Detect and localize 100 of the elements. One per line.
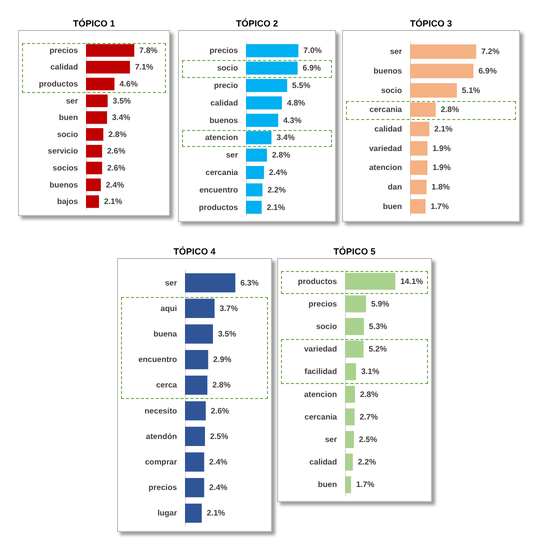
data-label: 2.8% — [272, 150, 290, 160]
data-label: 2.1% — [434, 124, 453, 134]
y-tick-label: cerca — [156, 380, 178, 390]
bar — [185, 273, 236, 292]
bar — [246, 44, 298, 58]
data-label: 2.8% — [108, 130, 127, 139]
y-tick-label: cercania — [370, 105, 403, 114]
y-tick-label: lugar — [157, 508, 177, 518]
data-label: 4.8% — [286, 98, 306, 108]
data-label: 1.9% — [432, 144, 451, 153]
y-tick-label: calidad — [210, 98, 238, 108]
y-tick-label: socios — [52, 164, 79, 172]
data-label: 2.7% — [360, 412, 378, 422]
bar — [86, 94, 108, 108]
data-label: 2.8% — [440, 105, 459, 114]
y-tick-label: atendón — [146, 432, 178, 441]
data-label: 3.7% — [220, 304, 238, 313]
y-tick-label: precios — [308, 299, 338, 308]
data-label: 1.9% — [432, 163, 451, 172]
bar — [410, 102, 436, 117]
bar — [345, 272, 396, 290]
bar — [246, 148, 267, 162]
data-label: 7.1% — [134, 62, 154, 72]
bar — [86, 162, 102, 174]
data-label: 5.5% — [292, 81, 310, 90]
y-tick-label: socio — [381, 86, 402, 95]
bar — [185, 426, 205, 446]
data-label: 3.5% — [112, 96, 131, 106]
data-label: 2.9% — [213, 355, 232, 364]
y-tick-label: socio — [316, 322, 338, 331]
bar — [185, 452, 204, 472]
y-tick-label: socio — [217, 64, 238, 73]
bar — [410, 122, 430, 136]
chart-title: TÓPICO 1 — [72, 18, 116, 28]
y-tick-label: atencion — [304, 390, 338, 399]
data-label: 2.2% — [267, 185, 286, 194]
data-label: 2.6% — [210, 406, 230, 416]
bar — [345, 454, 353, 471]
bar — [86, 178, 101, 192]
data-label: 2.4% — [209, 483, 228, 492]
data-label: 4.6% — [119, 80, 138, 88]
y-tick-label: variedad — [369, 144, 402, 153]
bar — [410, 199, 426, 214]
y-tick-label: precios — [50, 46, 79, 55]
data-label: 2.2% — [358, 458, 376, 467]
y-tick-label: atencion — [205, 133, 238, 142]
bar — [246, 96, 282, 110]
y-tick-label: productos — [198, 202, 239, 212]
data-label: 2.8% — [360, 390, 378, 399]
bar — [246, 183, 262, 196]
bar — [345, 340, 364, 358]
data-label: 1.7% — [430, 202, 449, 211]
bar — [185, 504, 202, 523]
y-tick-label: cercania — [304, 412, 338, 422]
y-tick-label: aqui — [160, 304, 177, 313]
y-tick-label: comprar — [144, 458, 177, 466]
data-label: 7.8% — [139, 46, 158, 55]
bar — [246, 200, 262, 214]
y-tick-label: buen — [58, 113, 78, 122]
y-tick-label: ser — [324, 435, 337, 444]
bar — [185, 350, 208, 370]
data-label: 3.1% — [361, 367, 380, 376]
bar — [410, 180, 427, 194]
bar — [86, 195, 99, 208]
chart-title: TÓPICO 5 — [333, 246, 376, 256]
bar — [246, 114, 278, 127]
y-tick-label: calidad — [309, 458, 338, 467]
y-tick-label: facilidad — [304, 367, 338, 376]
bar — [246, 78, 288, 92]
data-label: 4.3% — [283, 116, 302, 125]
bar — [410, 141, 428, 156]
y-tick-label: productos — [38, 80, 79, 88]
bar — [86, 60, 130, 74]
data-label: 7.2% — [481, 47, 500, 56]
data-label: 3.4% — [112, 113, 130, 122]
chart-title: TÓPICO 3 — [410, 18, 452, 28]
bar — [345, 318, 364, 335]
data-label: 5.1% — [462, 86, 480, 95]
bar — [185, 298, 215, 318]
y-tick-label: bajos — [57, 197, 79, 206]
data-label: 2.1% — [266, 202, 285, 212]
data-label: 2.6% — [107, 146, 126, 156]
bar — [345, 363, 356, 380]
y-tick-label: ser — [390, 47, 402, 56]
y-tick-label: encuentro — [199, 185, 238, 194]
data-label: 2.6% — [107, 164, 126, 172]
y-tick-label: cercania — [206, 168, 239, 177]
bar — [246, 131, 272, 144]
y-tick-label: encuentro — [138, 355, 178, 364]
y-tick-label: buenos — [210, 116, 239, 125]
data-label: 2.5% — [210, 432, 228, 441]
bar — [185, 324, 213, 344]
y-tick-label: buena — [153, 330, 178, 338]
y-tick-label: precios — [148, 483, 178, 492]
data-label: 2.1% — [206, 508, 226, 518]
bar — [86, 111, 108, 124]
data-label: 3.5% — [218, 330, 236, 338]
data-label: 2.5% — [358, 435, 378, 444]
y-tick-label: variedad — [304, 344, 338, 354]
bar — [410, 160, 428, 175]
